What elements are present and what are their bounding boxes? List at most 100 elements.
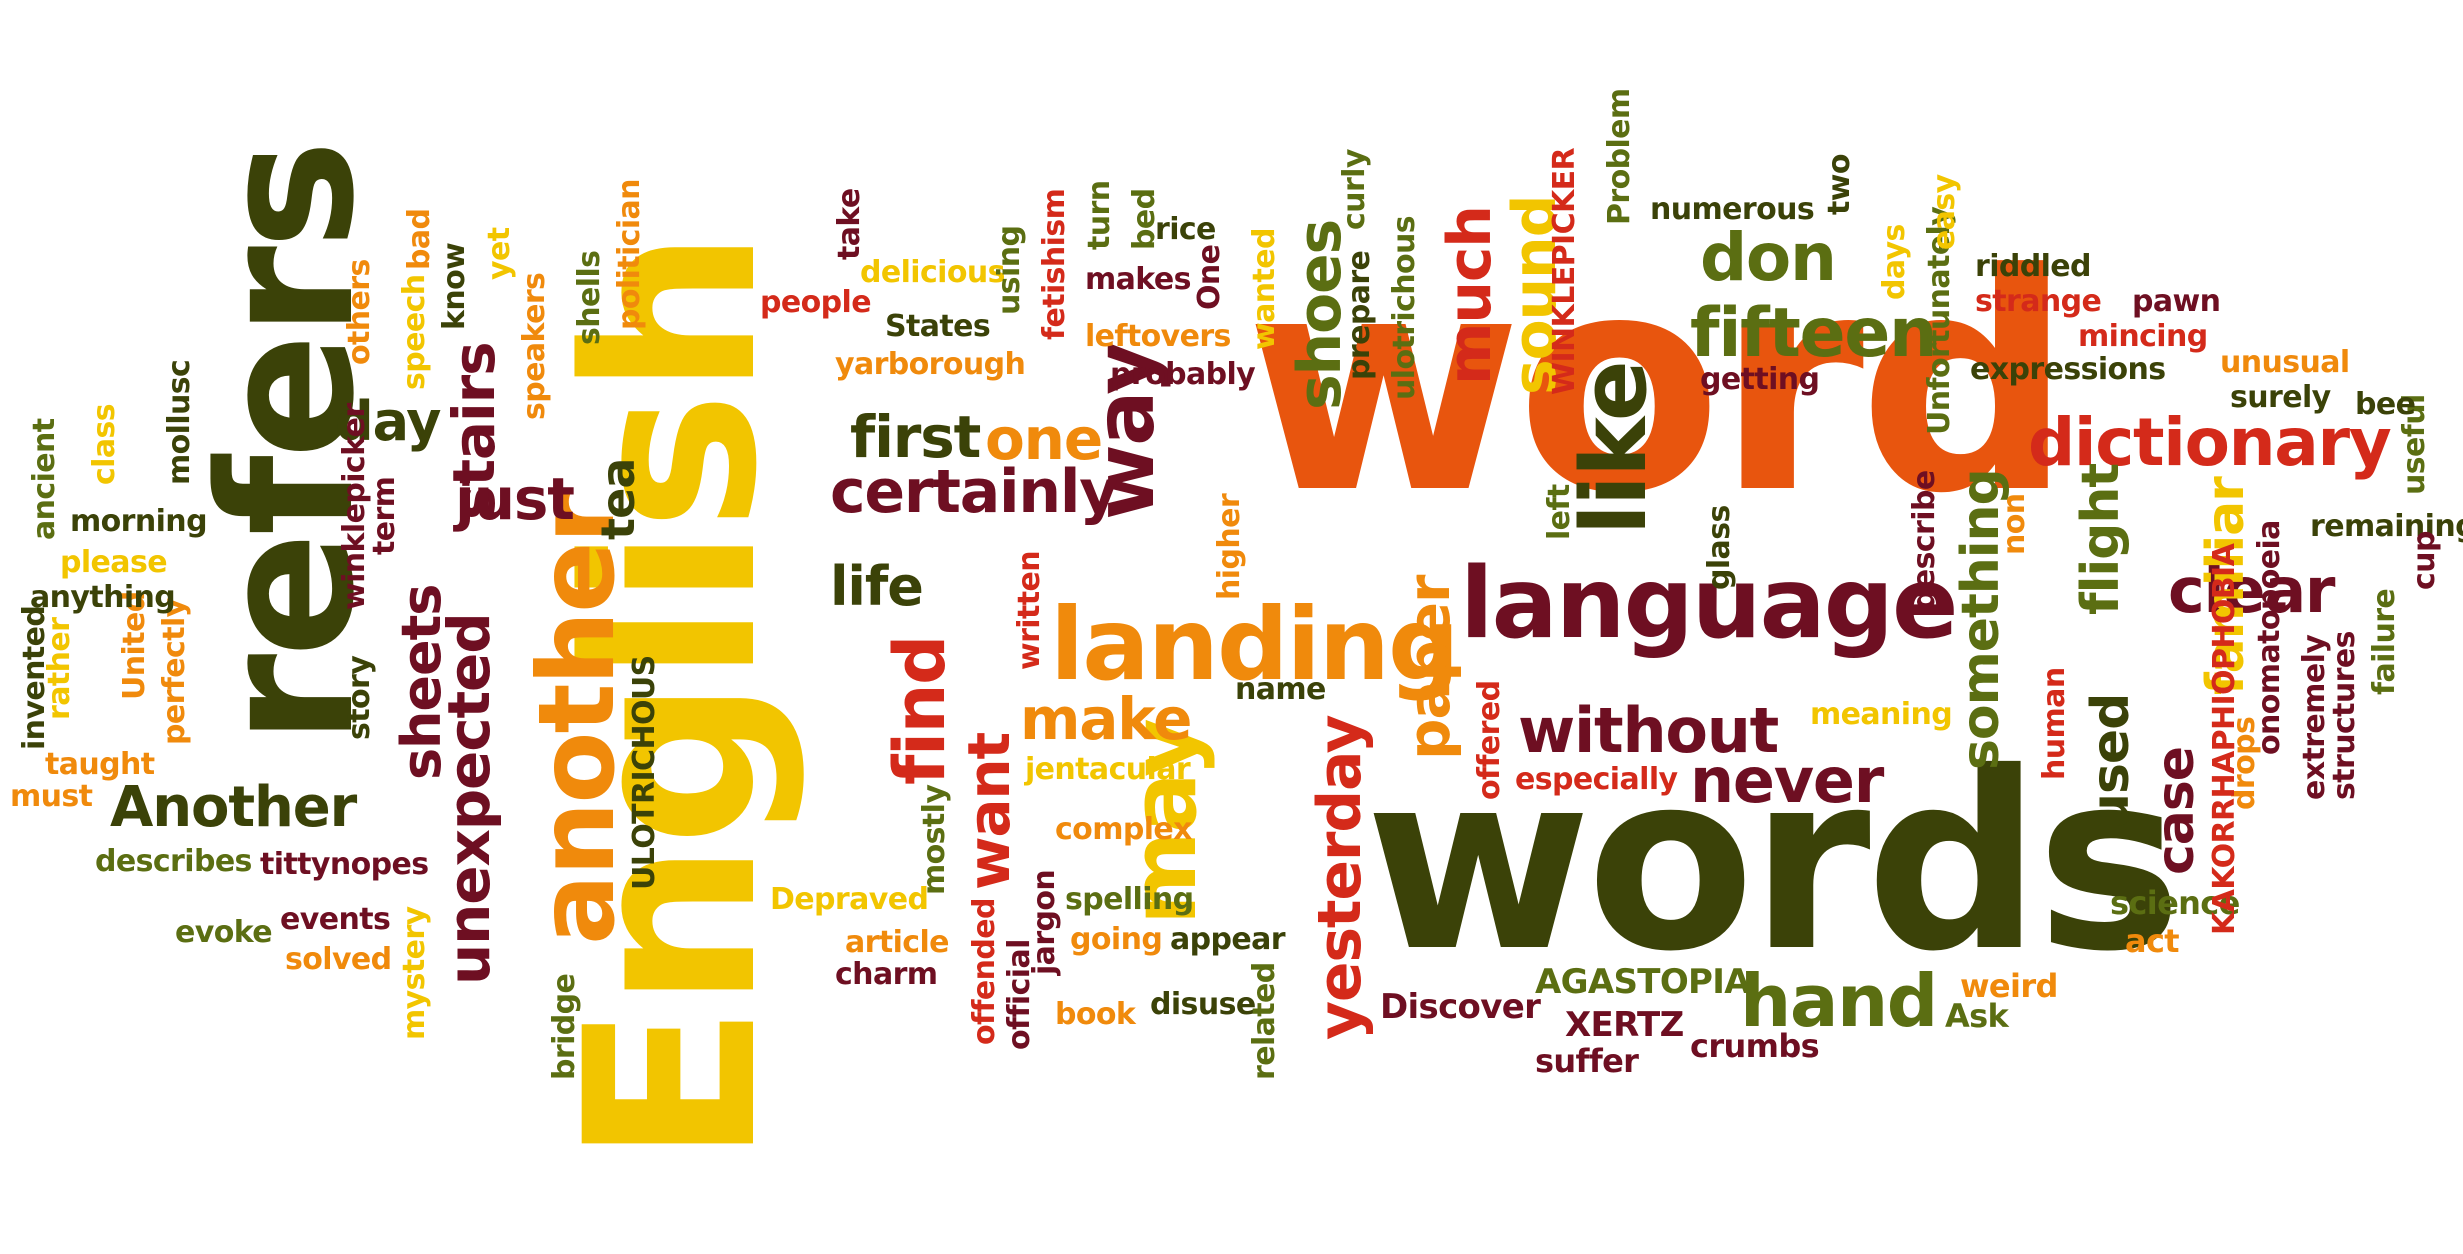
word-cup: cup xyxy=(2407,531,2442,590)
word-left: left xyxy=(1542,484,1577,540)
word-fifteen: fifteen xyxy=(1690,294,1937,373)
word-meaning: meaning xyxy=(1810,697,1953,732)
word-wanted: wanted xyxy=(1247,228,1282,350)
word-tittynopes: tittynopes xyxy=(260,847,429,882)
word-especially: especially xyxy=(1515,762,1678,797)
word-suffer: suffer xyxy=(1535,1042,1639,1080)
word-ulotrichous: ULOTRICHOUS xyxy=(627,655,662,890)
word-expressions: expressions xyxy=(1970,352,2166,387)
word-curly: curly xyxy=(1337,149,1372,230)
word-two: two xyxy=(1822,154,1857,215)
word-find: find xyxy=(879,636,961,785)
word-crumbs: crumbs xyxy=(1690,1027,1820,1065)
word-remaining: remaining xyxy=(2310,509,2463,544)
word-yet: yet xyxy=(482,227,517,280)
word-certainly: certainly xyxy=(830,457,1118,527)
word-pawn: pawn xyxy=(2132,284,2221,319)
word-getting: getting xyxy=(1700,362,1820,397)
word-yesterday: yesterday xyxy=(1305,715,1375,1040)
word-evoke: evoke xyxy=(175,915,273,950)
word-higher: higher xyxy=(1212,493,1247,600)
word-life: life xyxy=(830,555,924,618)
word-never: never xyxy=(1690,744,1884,817)
word-glass: glass xyxy=(1702,505,1737,590)
word-shells: shells xyxy=(572,250,607,345)
word-act: act xyxy=(2125,922,2180,960)
word-take: take xyxy=(832,188,867,260)
word-mostly: mostly xyxy=(917,784,952,895)
word-going: going xyxy=(1070,922,1163,957)
word-one: one xyxy=(985,405,1103,473)
word-jentacular: jentacular xyxy=(1025,752,1191,787)
word-mystery: mystery xyxy=(397,906,432,1040)
word-discover: Discover xyxy=(1380,987,1541,1027)
word-weird: weird xyxy=(1960,967,2058,1005)
word-science: science xyxy=(2110,884,2240,922)
word-people: people xyxy=(760,285,872,320)
word-solved: solved xyxy=(285,942,392,977)
word-non: non xyxy=(1997,493,2032,555)
word-sheets: sheets xyxy=(390,584,453,780)
word-appear: appear xyxy=(1170,922,1286,957)
word-speech: speech xyxy=(397,274,432,390)
word-mollusc: mollusc xyxy=(162,359,197,485)
word-flight: flight xyxy=(2071,463,2131,615)
word-states: States xyxy=(885,309,991,344)
word-dictionary: dictionary xyxy=(2028,404,2392,481)
word-day: day xyxy=(335,390,441,453)
word-agastopia: AGASTOPIA xyxy=(1535,962,1751,1002)
word-speakers: speakers xyxy=(517,272,552,420)
word-related: related xyxy=(1247,962,1282,1080)
word-much: much xyxy=(1435,206,1505,385)
word-book: book xyxy=(1055,997,1136,1032)
word-want: want xyxy=(955,732,1023,890)
word-kakorrhaphiophobia: KAKORRHAPHIOPHOBIA xyxy=(2207,543,2242,935)
word-another: another xyxy=(516,494,638,945)
word-probably: probably xyxy=(1110,357,1256,392)
word-don: don xyxy=(1700,219,1837,296)
word-problem: Problem xyxy=(1602,88,1637,225)
word-describe: describe xyxy=(1907,470,1942,610)
word-turn: turn xyxy=(1082,180,1117,250)
word-name: name xyxy=(1235,672,1326,707)
word-shoes: shoes xyxy=(1285,219,1355,410)
word-leftovers: leftovers xyxy=(1085,319,1231,354)
word-must: must xyxy=(10,779,93,814)
word-disuse: disuse xyxy=(1150,987,1256,1022)
word-describes: describes xyxy=(95,844,252,879)
word-story: story xyxy=(342,655,377,740)
word-offended: offended xyxy=(967,898,1002,1045)
word-one: One xyxy=(1192,244,1227,310)
word-days: days xyxy=(1877,224,1912,300)
word-xertz: XERTZ xyxy=(1565,1005,1684,1045)
word-ask: Ask xyxy=(1945,997,2009,1035)
word-unusual: unusual xyxy=(2220,345,2350,380)
word-charm: charm xyxy=(835,957,938,992)
word-ulotrichous: ulotrichous xyxy=(1387,215,1422,400)
word-rice: rice xyxy=(1155,212,1216,247)
word-word: word xyxy=(1245,210,2073,559)
word-case: case xyxy=(2146,747,2206,875)
word-another: Another xyxy=(110,775,357,840)
word-bad: bad xyxy=(402,208,437,270)
word-numerous: numerous xyxy=(1650,192,1815,227)
word-language: language xyxy=(1460,547,1958,661)
word-tea: tea xyxy=(591,458,645,540)
word-make: make xyxy=(1020,685,1192,753)
word-politician: politician xyxy=(612,179,647,330)
word-prepare: prepare xyxy=(1342,250,1377,380)
word-without: without xyxy=(1518,694,1779,767)
word-riddled: riddled xyxy=(1975,249,2092,284)
word-structures: structures xyxy=(2327,631,2362,800)
word-human: human xyxy=(2037,667,2072,780)
word-mincing: mincing xyxy=(2078,319,2208,354)
word-like: like xyxy=(1562,362,1667,535)
word-article: article xyxy=(845,925,949,960)
word-anything: anything xyxy=(30,580,176,615)
word-paper: paper xyxy=(1395,575,1463,760)
word-hand: hand xyxy=(1740,959,1938,1043)
word-winklepicker: WINKLEPICKER xyxy=(1547,147,1582,395)
word-using: using xyxy=(992,225,1027,315)
word-failure: failure xyxy=(2367,588,2402,695)
